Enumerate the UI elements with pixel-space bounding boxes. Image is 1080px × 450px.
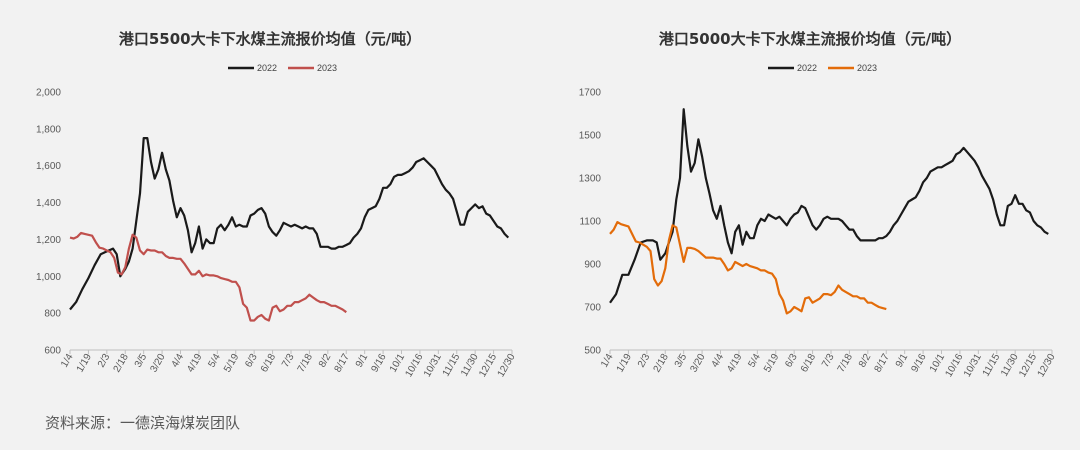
x-tick-label: 12/30 [496, 352, 518, 380]
x-tick-label: 1/19 [75, 352, 94, 375]
y-tick-label: 1300 [579, 174, 602, 185]
x-tick-label: 8/2 [857, 352, 874, 370]
x-tick-label: 9/1 [354, 352, 371, 370]
y-tick-label: 1100 [579, 217, 601, 228]
x-tick-label: 9/16 [909, 352, 928, 375]
x-tick-label: 3/20 [688, 352, 707, 375]
y-tick-label: 500 [584, 346, 601, 357]
x-tick-label: 12/30 [1036, 352, 1058, 380]
chart-left: 港口5500大卡下水煤主流报价均值（元/吨） 2022 2023 600 800 1,00… [36, 30, 518, 380]
x-tick-label: 11/15 [441, 352, 463, 379]
x-tick-label: 1/4 [59, 352, 76, 370]
chart-title: 港口5500大卡下水煤主流报价均值（元/吨） [119, 30, 421, 48]
x-tick-label: 7/3 [280, 352, 297, 370]
x-tick-label: 3/20 [148, 352, 167, 375]
chart-right: 港口5000大卡下水煤主流报价均值（元/吨） 2022 2023 500 700 900 1… [579, 30, 1058, 380]
x-tick-label: 5/4 [746, 352, 763, 370]
x-tick-label: 8/17 [873, 352, 892, 375]
x-tick-label: 10/31 [962, 352, 984, 380]
x-tick-label: 6/18 [259, 352, 278, 375]
series-line-2023 [609, 221, 887, 315]
x-tick-label: 7/18 [836, 352, 855, 375]
x-tick-label: 10/31 [422, 352, 444, 380]
y-tick-label: 1,200 [36, 235, 61, 246]
x-tick-label: 5/19 [222, 352, 241, 375]
x-tick-label: 3/5 [673, 352, 690, 370]
x-tick-label: 7/3 [820, 352, 837, 370]
x-tick-label: 4/19 [725, 352, 744, 375]
x-tick-label: 2/3 [96, 352, 113, 370]
x-tick-label: 5/19 [762, 352, 781, 375]
y-tick-label: 600 [44, 346, 61, 357]
x-tick-label: 2/18 [652, 352, 671, 375]
source-note: 资料来源：一德滨海煤炭团队 [45, 414, 241, 432]
y-tick-label: 1700 [579, 88, 602, 99]
legend-label-2022: 2022 [797, 63, 817, 73]
x-tick-label: 3/5 [133, 352, 150, 370]
y-tick-label: 1,800 [36, 124, 61, 135]
series-line-2022 [69, 137, 510, 311]
x-tick-label: 8/17 [333, 352, 352, 375]
legend-label-2023: 2023 [857, 63, 877, 73]
series-line-2022 [609, 108, 1049, 304]
x-tick-label: 9/16 [369, 352, 388, 375]
legend: 2022 2023 [228, 63, 337, 73]
series-line-2023 [69, 231, 347, 322]
x-tick-label: 7/18 [296, 352, 315, 375]
x-tick-label: 6/18 [799, 352, 818, 375]
y-tick-label: 900 [584, 260, 601, 271]
x-tick-label: 2/3 [636, 352, 653, 370]
x-tick-label: 5/4 [206, 352, 223, 370]
y-tick-label: 1500 [579, 131, 602, 142]
x-tick-label: 1/4 [599, 352, 616, 370]
x-tick-label: 9/1 [894, 352, 911, 370]
y-tick-label: 800 [44, 309, 61, 320]
x-tick-label: 11/15 [981, 352, 1003, 379]
legend: 2022 2023 [768, 63, 877, 73]
y-tick-label: 1,000 [36, 272, 61, 283]
y-tick-label: 1,600 [36, 161, 61, 172]
x-tick-label: 4/4 [710, 352, 727, 370]
x-tick-label: 6/3 [783, 352, 800, 370]
chart-title: 港口5000大卡下水煤主流报价均值（元/吨） [659, 30, 961, 48]
x-tick-label: 8/2 [317, 352, 334, 370]
x-tick-label: 4/19 [185, 352, 204, 375]
y-tick-label: 700 [584, 303, 601, 314]
legend-label-2022: 2022 [257, 63, 277, 73]
y-tick-label: 2,000 [36, 88, 61, 99]
x-tick-label: 4/4 [170, 352, 187, 370]
y-tick-label: 1,400 [36, 198, 61, 209]
x-tick-label: 2/18 [112, 352, 131, 375]
legend-label-2023: 2023 [317, 63, 337, 73]
x-tick-label: 6/3 [243, 352, 260, 370]
x-tick-label: 1/19 [615, 352, 634, 375]
